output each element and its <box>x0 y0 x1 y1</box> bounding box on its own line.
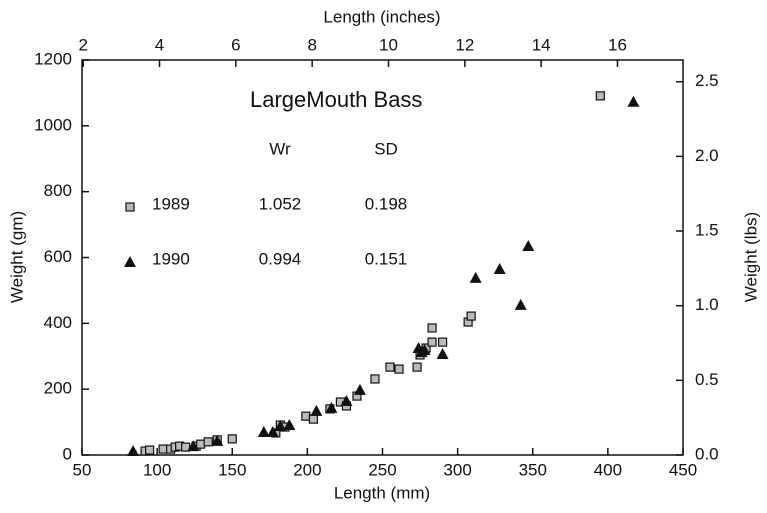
legend-marker <box>125 202 135 212</box>
point <box>514 298 527 310</box>
y2-tick-label: 0.0 <box>695 444 719 463</box>
x2-tick-label: 14 <box>532 35 551 54</box>
x-tick-label: 400 <box>594 460 622 479</box>
point <box>196 439 206 449</box>
x2-tick-label: 10 <box>379 35 398 54</box>
point <box>203 437 213 447</box>
point <box>187 440 200 452</box>
point <box>627 95 640 107</box>
table-header: SD <box>374 139 398 158</box>
table-header: Wr <box>269 139 291 158</box>
x2-tick-label: 4 <box>155 35 164 54</box>
x-tick-label: 200 <box>293 460 321 479</box>
y-tick-label: 1000 <box>34 115 72 134</box>
y-tick-label: 0 <box>63 444 72 463</box>
x2-tick-label: 8 <box>307 35 316 54</box>
point <box>522 239 535 251</box>
table-cell: 1.052 <box>259 194 302 213</box>
point <box>274 420 287 432</box>
y2-tick-label: 1.0 <box>695 295 719 314</box>
point <box>353 383 366 395</box>
point <box>466 311 476 321</box>
point <box>385 362 395 372</box>
x2-tick-label: 16 <box>608 35 627 54</box>
legend-label: 1990 <box>152 249 190 268</box>
table-cell: 0.198 <box>365 194 408 213</box>
point <box>438 337 448 347</box>
y2-tick-label: 2.5 <box>695 71 719 90</box>
table-cell: 0.994 <box>259 249 302 268</box>
point <box>370 374 380 384</box>
legend-marker <box>124 256 136 267</box>
x2-tick-label: 6 <box>231 35 240 54</box>
x-tick-label: 100 <box>143 460 171 479</box>
x-tick-label: 150 <box>218 460 246 479</box>
y-tick-label: 800 <box>44 181 72 200</box>
point <box>301 411 311 421</box>
x-tick-label: 50 <box>73 460 92 479</box>
point <box>266 425 279 437</box>
point <box>340 395 353 407</box>
legend-label: 1989 <box>152 194 190 213</box>
x2-tick-label: 2 <box>78 35 87 54</box>
y2-tick-label: 1.5 <box>695 221 719 240</box>
point <box>257 425 270 437</box>
point <box>158 444 168 454</box>
point <box>412 362 422 372</box>
x-axis-title: Length (mm) <box>334 483 430 502</box>
y-tick-label: 200 <box>44 379 72 398</box>
x-tick-label: 250 <box>368 460 396 479</box>
chart-title: LargeMouth Bass <box>250 87 422 112</box>
y2-axis-title: Weight (lbs) <box>741 212 760 302</box>
y-tick-label: 1200 <box>34 49 72 68</box>
point <box>283 419 296 431</box>
y-axis-title: Weight (gm) <box>7 211 26 303</box>
point <box>127 445 140 457</box>
point <box>595 91 605 101</box>
y2-tick-label: 0.5 <box>695 370 719 389</box>
point <box>308 414 318 424</box>
point <box>145 445 155 455</box>
point <box>427 337 437 347</box>
x-tick-label: 450 <box>669 460 697 479</box>
x-tick-label: 300 <box>443 460 471 479</box>
x2-tick-label: 12 <box>455 35 474 54</box>
y2-tick-label: 2.0 <box>695 146 719 165</box>
point <box>418 343 431 355</box>
point <box>227 434 237 444</box>
y-tick-label: 400 <box>44 313 72 332</box>
point <box>469 271 482 283</box>
point <box>493 263 506 275</box>
point <box>394 364 404 374</box>
point <box>427 323 437 333</box>
table-cell: 0.151 <box>365 249 408 268</box>
x2-axis-title: Length (inches) <box>323 7 440 26</box>
x-tick-label: 350 <box>519 460 547 479</box>
point <box>211 434 224 446</box>
y-tick-label: 600 <box>44 247 72 266</box>
point <box>325 401 338 413</box>
point <box>436 347 449 359</box>
point <box>310 404 323 416</box>
